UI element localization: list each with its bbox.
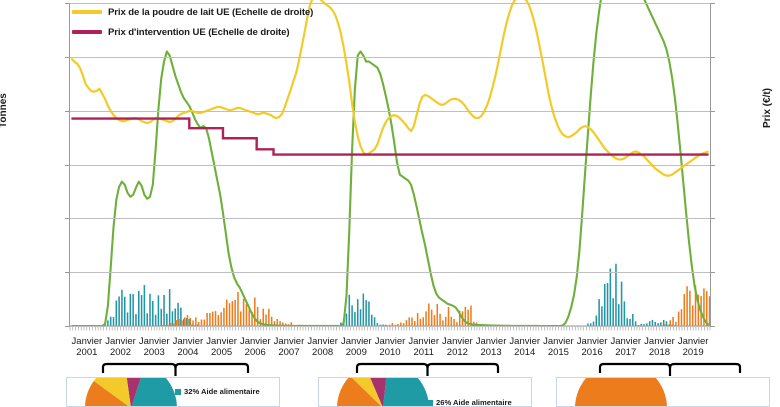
pie-legend-label-1: 32% Aide alimentaire [184,387,260,396]
legend-label-milk-powder-price: Prix de la poudre de lait UE (Echelle de… [108,7,313,18]
left-axis-title: Tonnes [0,93,9,128]
pie-panel-1[interactable]: 32% Aide alimentaire [66,377,280,407]
period-braces [0,362,780,376]
pie-panel-2[interactable]: 26% Aide alimentaire [318,377,532,407]
pie-legend-label-2: 26% Aide alimentaire [436,398,512,407]
left-axis-line [69,3,70,327]
gridline [70,165,710,166]
gridline [70,218,710,219]
gridline [70,57,710,58]
gridline [70,272,710,273]
right-axis-title: Prix (€/t) [762,88,773,128]
pie-panel-3[interactable] [556,377,770,407]
chart-legend: Prix de la poudre de lait UE (Echelle de… [72,4,313,44]
legend-swatch-milk-powder-price [72,10,102,14]
pie-panels-row: 32% Aide alimentaire 26% Aide alimentair… [0,377,780,405]
legend-item-1: Prix d'intervention UE (Echelle de droit… [72,24,313,40]
right-axis-line [710,3,711,327]
gridline [70,326,710,327]
pie-legend-2: 26% Aide alimentaire [427,398,512,407]
gridline [70,111,710,112]
pie-legend-swatch-1 [175,389,181,395]
pie-legend-1: 32% Aide alimentaire [175,387,260,396]
legend-label-intervention-price: Prix d'intervention UE (Echelle de droit… [108,27,289,38]
legend-item-0: Prix de la poudre de lait UE (Echelle de… [72,4,313,20]
pie-chart-3 [557,378,769,406]
chart-plot-area: Tonnes Prix (€/t) 300 0003 000250 0002 5… [0,0,780,332]
legend-swatch-intervention-price [72,30,102,34]
